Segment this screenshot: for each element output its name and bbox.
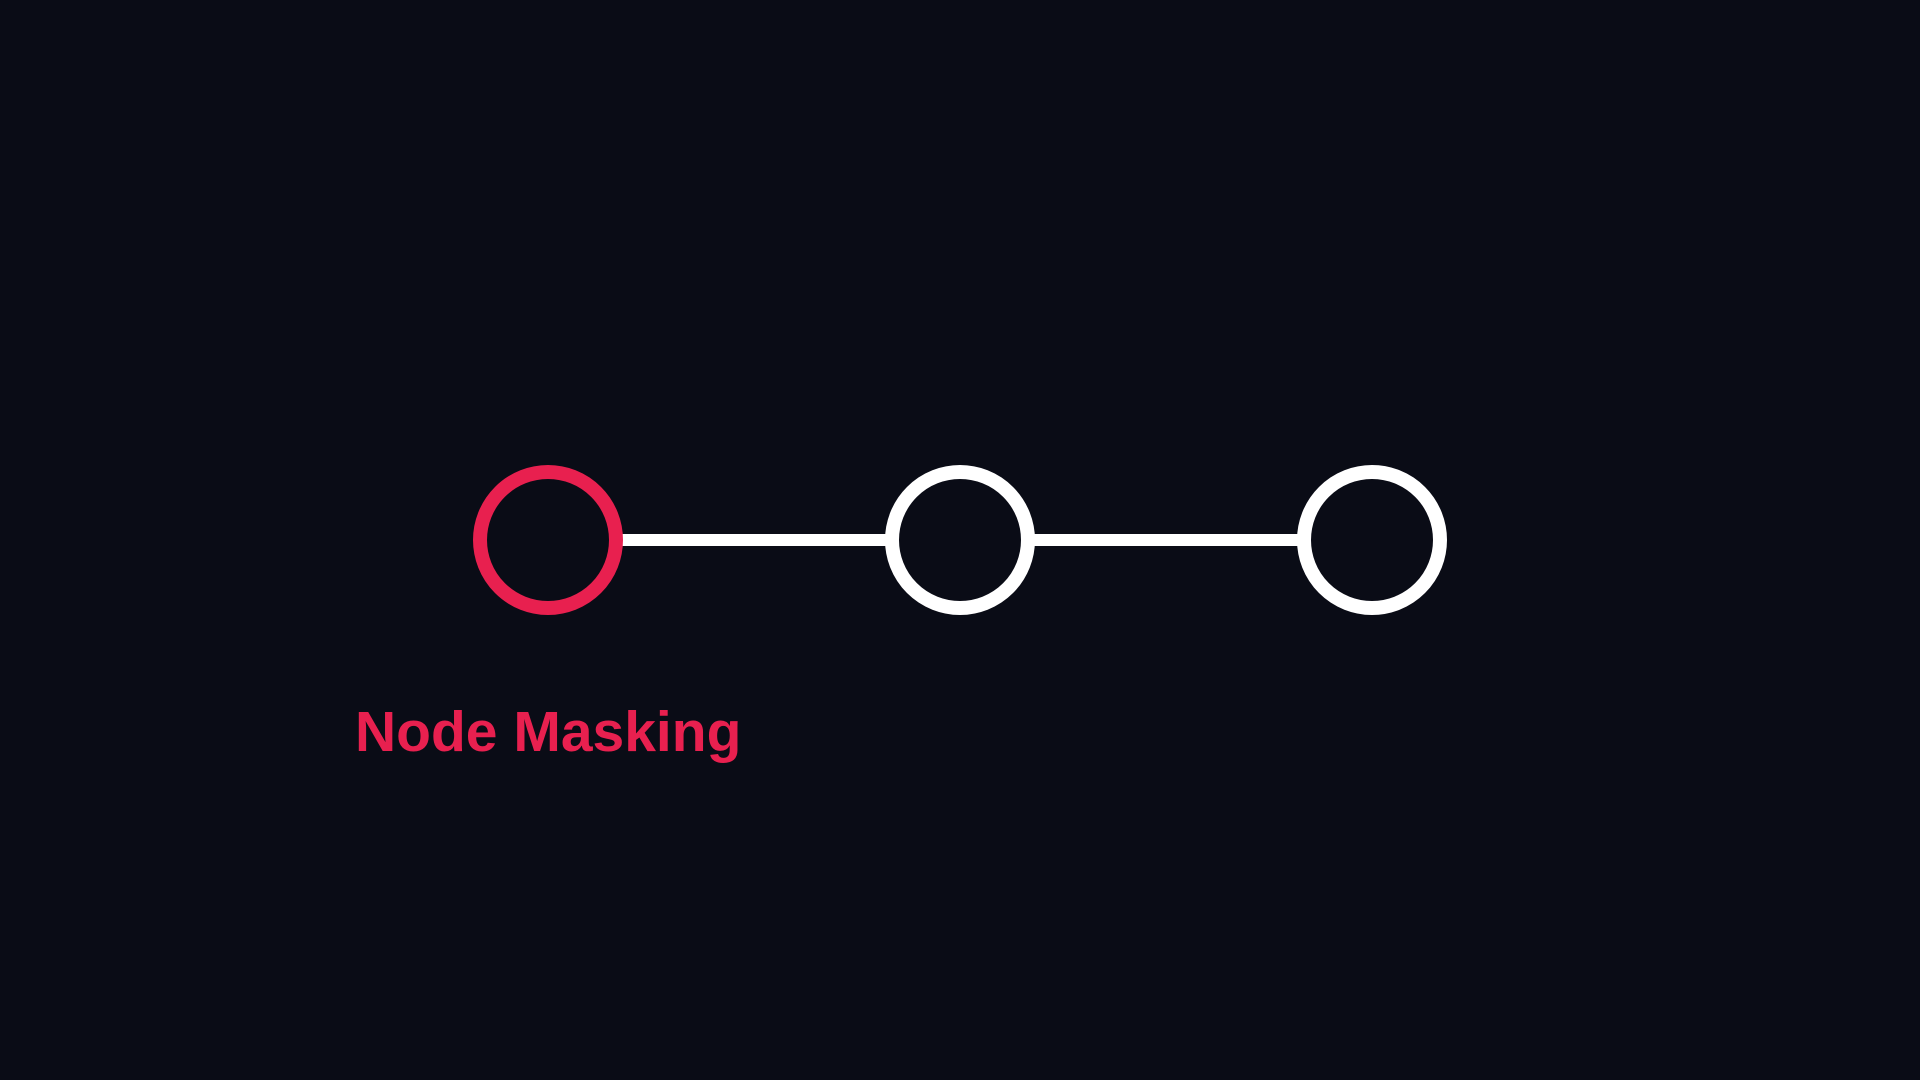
node-1-circle bbox=[473, 465, 623, 615]
node-3-circle bbox=[1297, 465, 1447, 615]
node-masking-label: Node Masking bbox=[355, 700, 742, 764]
node-2-circle bbox=[885, 465, 1035, 615]
